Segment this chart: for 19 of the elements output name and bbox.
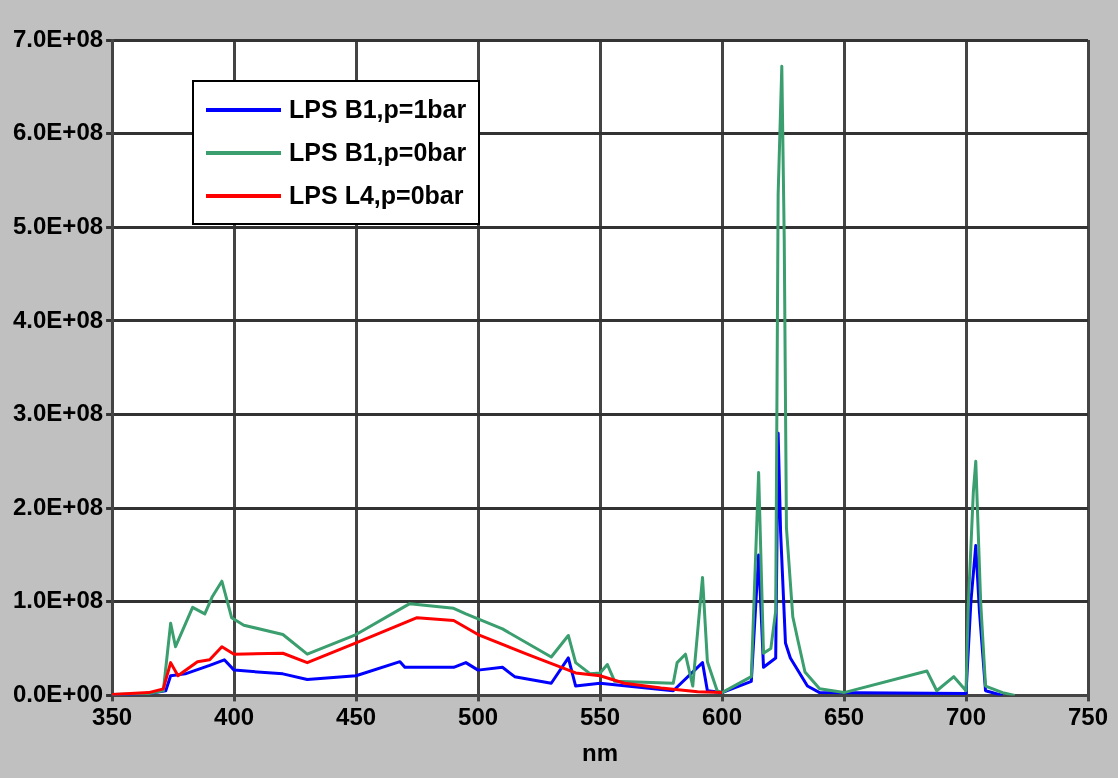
x-tick-label: 500 bbox=[458, 703, 499, 731]
x-axis-title: nm bbox=[582, 739, 619, 767]
x-tick-label: 650 bbox=[824, 703, 865, 731]
y-tick-label: 6.0E+08 bbox=[12, 118, 104, 146]
x-tick-label: 600 bbox=[702, 703, 743, 731]
y-tick-label: 7.0E+08 bbox=[12, 24, 104, 52]
y-tick-label: 4.0E+08 bbox=[12, 305, 104, 333]
legend-label: LPS B1,p=0bar bbox=[289, 138, 467, 167]
y-tick-label: 1.0E+08 bbox=[12, 586, 104, 614]
x-tick-label: 750 bbox=[1067, 703, 1109, 731]
x-tick-label: 400 bbox=[214, 703, 255, 731]
legend-label: LPS L4,p=0bar bbox=[289, 181, 464, 210]
x-tick-label: 700 bbox=[945, 703, 987, 731]
y-tick-label: 2.0E+08 bbox=[12, 492, 104, 520]
x-tick-label: 550 bbox=[580, 703, 621, 731]
x-tick-label: 450 bbox=[336, 703, 377, 731]
legend-label: LPS B1,p=1bar bbox=[289, 95, 467, 124]
y-tick-label: 3.0E+08 bbox=[12, 399, 104, 427]
y-tick-label: 5.0E+08 bbox=[12, 211, 104, 239]
